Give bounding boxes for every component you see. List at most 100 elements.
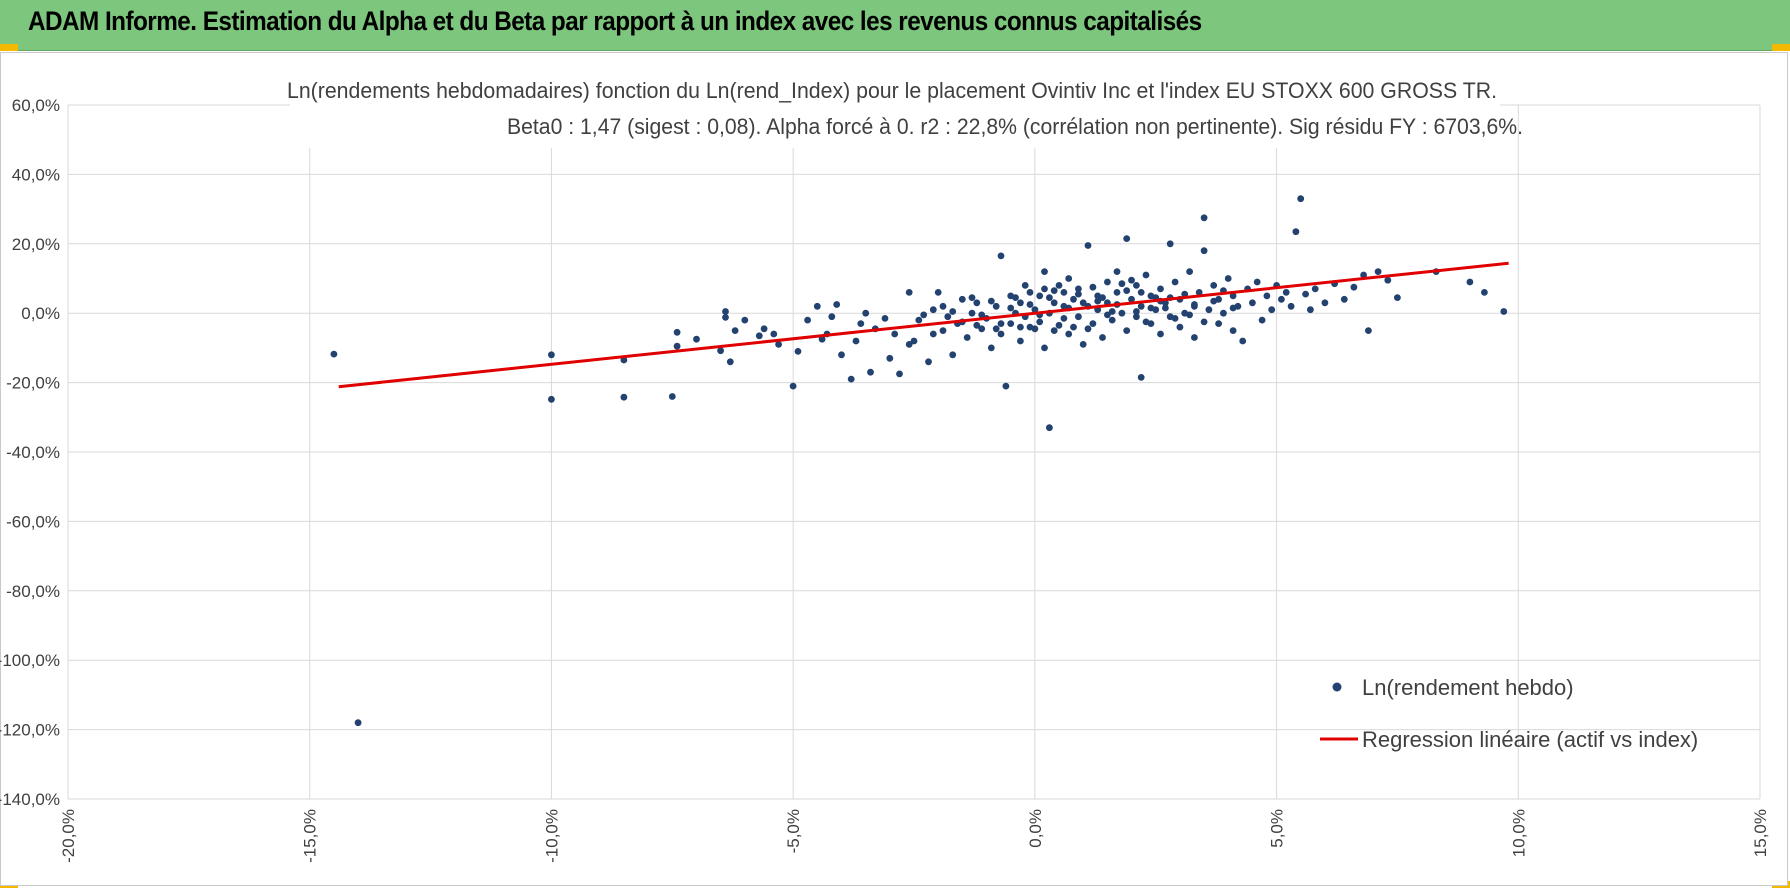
data-point <box>731 327 739 334</box>
data-point <box>896 370 903 378</box>
data-point <box>1166 240 1174 248</box>
data-point <box>997 330 1005 338</box>
legend-label-points: Ln(rendement hebdo) <box>1362 675 1574 700</box>
data-point <box>1065 275 1073 282</box>
data-point <box>949 308 957 315</box>
data-point <box>852 337 860 345</box>
data-point <box>1070 295 1077 303</box>
data-point <box>741 316 749 324</box>
data-point <box>1104 311 1111 319</box>
report-header: ADAM Informe. Estimation du Alpha et du … <box>0 0 1790 51</box>
data-point <box>1229 327 1237 334</box>
data-point <box>1142 271 1150 279</box>
data-point <box>1307 306 1314 314</box>
data-point <box>1007 320 1015 327</box>
data-point <box>1021 282 1029 289</box>
data-point <box>1012 294 1019 301</box>
data-point <box>1017 299 1024 307</box>
data-point <box>1050 299 1058 307</box>
data-point <box>1263 292 1271 300</box>
data-point <box>1171 315 1179 322</box>
data-point <box>997 320 1005 327</box>
data-point <box>1118 309 1126 317</box>
data-point <box>920 311 928 319</box>
title-background <box>290 70 1500 148</box>
data-point <box>1104 278 1111 286</box>
data-point <box>1113 268 1121 275</box>
data-point <box>1026 301 1034 308</box>
data-point <box>1026 289 1034 296</box>
data-point <box>1258 316 1266 324</box>
data-point <box>968 294 976 301</box>
data-point <box>963 334 971 341</box>
data-point <box>1099 294 1106 301</box>
data-point <box>1137 374 1145 381</box>
data-point <box>1157 285 1164 293</box>
data-point <box>1123 287 1131 294</box>
data-point <box>978 311 986 319</box>
data-point <box>673 328 681 336</box>
data-point <box>925 358 932 366</box>
corner-marker-top-left <box>0 44 18 51</box>
data-point <box>1142 318 1150 326</box>
data-point <box>1128 295 1135 303</box>
data-point <box>1249 299 1256 307</box>
data-point <box>934 289 942 296</box>
data-point <box>886 354 894 362</box>
data-point <box>987 344 995 352</box>
data-point <box>354 719 362 727</box>
data-point <box>1186 268 1193 275</box>
data-point <box>1041 268 1048 275</box>
data-point <box>1384 276 1392 284</box>
regression-line <box>338 261 1509 389</box>
regression-layer <box>338 261 1509 389</box>
y-tick-label: -100,0% <box>0 651 60 670</box>
data-point <box>929 330 937 338</box>
data-point <box>1200 318 1208 326</box>
data-point <box>949 351 957 359</box>
data-point <box>968 309 976 317</box>
data-point <box>1041 285 1048 293</box>
data-point <box>1050 287 1058 294</box>
data-point <box>1282 289 1290 296</box>
data-point <box>770 330 778 338</box>
data-point <box>1481 289 1488 296</box>
data-point <box>1128 276 1135 284</box>
data-point <box>1055 321 1063 329</box>
data-point <box>1205 306 1213 314</box>
data-point <box>1239 337 1247 345</box>
data-point <box>813 302 821 310</box>
data-point <box>548 351 555 359</box>
data-point <box>722 314 729 321</box>
data-point <box>1157 330 1164 338</box>
data-point <box>1017 337 1024 345</box>
data-point <box>1297 195 1305 203</box>
data-point <box>1321 299 1329 307</box>
data-point <box>867 368 874 376</box>
data-point <box>775 341 782 348</box>
data-point <box>1075 285 1082 293</box>
report-title: ADAM Informe. Estimation du Alpha et du … <box>28 6 1202 36</box>
data-point <box>1075 290 1082 298</box>
data-point <box>1089 320 1097 327</box>
data-point <box>1099 334 1106 341</box>
data-point <box>1311 285 1319 293</box>
data-point <box>978 325 986 333</box>
data-point <box>1191 301 1198 308</box>
y-tick-label: -20,0% <box>6 374 60 393</box>
data-point <box>1210 282 1218 289</box>
data-point <box>973 299 981 307</box>
data-point <box>1302 290 1309 298</box>
data-point <box>1017 323 1024 331</box>
data-point <box>1365 327 1372 334</box>
data-point <box>673 342 681 350</box>
chart-title-line2: Beta0 : 1,47 (sigest : 0,08). Alpha forc… <box>507 114 1523 139</box>
data-point <box>987 297 995 305</box>
x-tick-label: -5,0% <box>784 809 803 853</box>
data-point <box>668 393 676 400</box>
data-point <box>1002 382 1010 390</box>
data-point <box>828 313 836 321</box>
data-point <box>1123 327 1131 334</box>
data-point <box>818 335 826 343</box>
